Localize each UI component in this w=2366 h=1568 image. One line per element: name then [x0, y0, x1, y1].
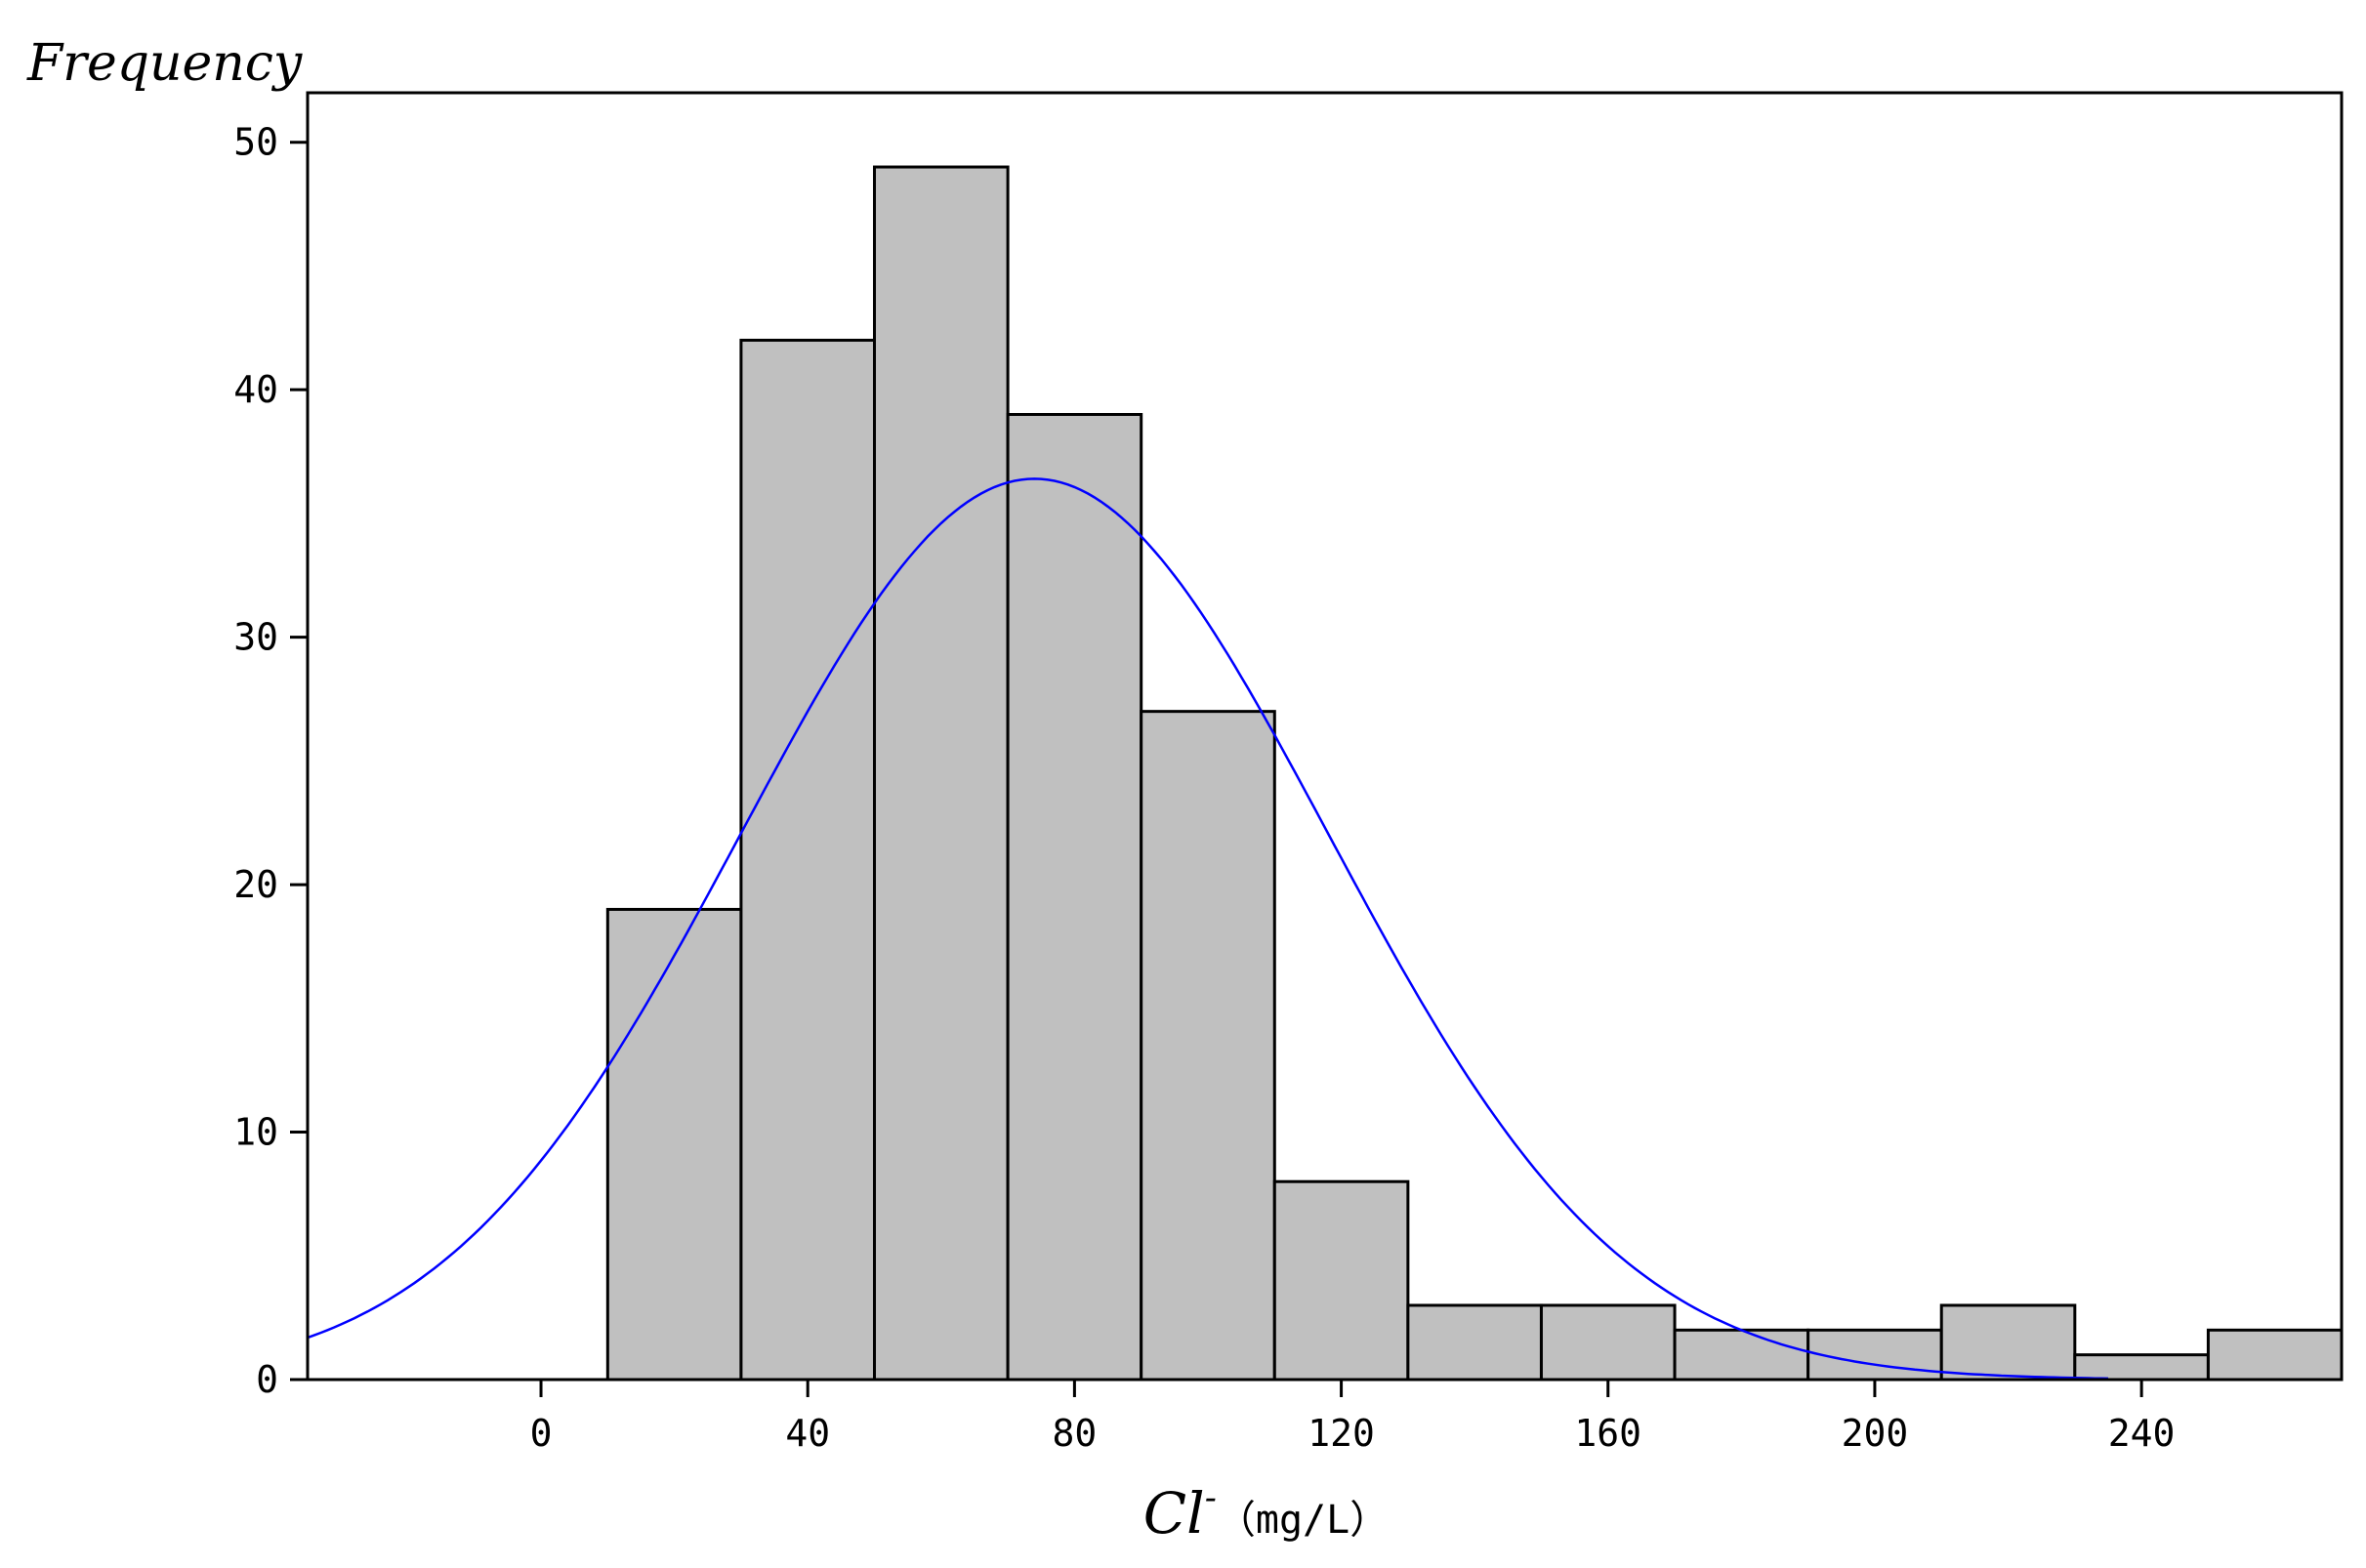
histogram-bar-4: [1006, 413, 1143, 1382]
histogram-bar-12: [2073, 1353, 2210, 1382]
y-tick-label: 20: [233, 863, 278, 906]
x-tick-label: 0: [530, 1412, 553, 1455]
histogram-bar-7: [1406, 1303, 1543, 1382]
x-tick-label: 240: [2108, 1412, 2176, 1455]
histogram-bar-10: [1806, 1328, 1943, 1382]
x-tick-label: 120: [1308, 1412, 1375, 1455]
curve-layer: [307, 477, 2109, 1381]
x-axis-title-main: Cl: [1143, 1480, 1205, 1547]
histogram-bar-8: [1539, 1303, 1677, 1382]
x-tick-label: 80: [1053, 1412, 1098, 1455]
y-tick-label: 10: [233, 1111, 278, 1154]
x-tick-label: 200: [1842, 1412, 1909, 1455]
histogram-bar-13: [2206, 1328, 2344, 1382]
x-tick-label: 160: [1574, 1412, 1641, 1455]
histogram-bar-5: [1140, 710, 1276, 1382]
y-axis-title: Frequency: [26, 34, 303, 93]
y-tick-label: 50: [233, 121, 278, 164]
ticks-layer: 0 40 80 120 160 200 240 0 10 20 30 40 50: [233, 121, 2175, 1455]
histogram-bar-11: [1939, 1303, 2077, 1382]
y-tick-label: 30: [233, 616, 278, 659]
histogram-bar-1: [605, 907, 743, 1382]
bars-layer: [605, 165, 2344, 1382]
plot-frame: [306, 91, 2344, 1382]
x-axis-title-superscript: -: [1205, 1478, 1217, 1518]
y-tick-label: 40: [233, 368, 278, 411]
normal-distribution-curve: [307, 477, 2109, 1381]
x-axis-title: Cl-（mg/L）: [1143, 1478, 1389, 1547]
y-tick-label: 0: [256, 1358, 278, 1401]
histogram-bar-3: [873, 165, 1010, 1382]
histogram-bar-9: [1673, 1328, 1810, 1382]
x-tick-label: 40: [785, 1412, 830, 1455]
histogram-bar-2: [739, 338, 877, 1382]
x-axis-title-unit: （mg/L）: [1217, 1498, 1389, 1543]
histogram-bar-6: [1272, 1179, 1410, 1382]
